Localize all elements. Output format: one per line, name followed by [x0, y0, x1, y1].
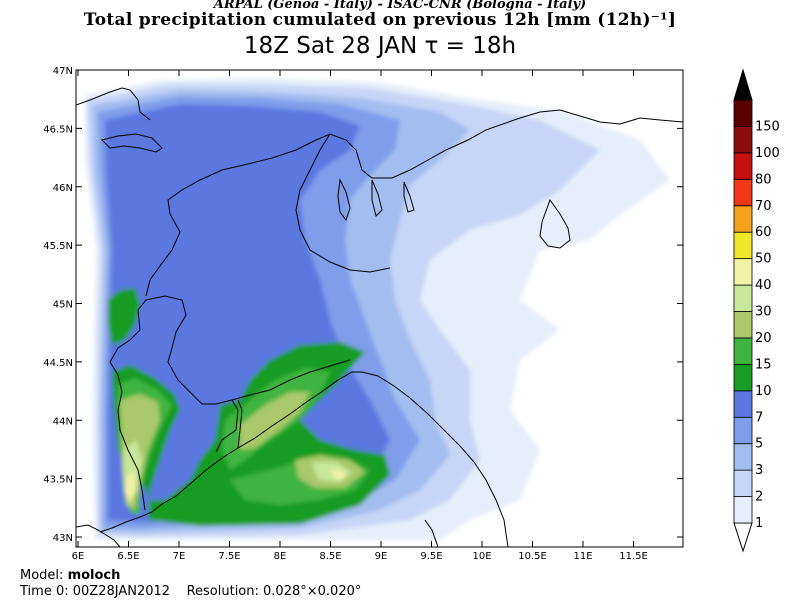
lon-label: 10E [472, 551, 491, 562]
lat-label: 43.5N [43, 475, 73, 486]
geographic-boundaries [76, 87, 683, 547]
axis-ticks [76, 69, 683, 547]
lat-label: 44.5N [43, 358, 73, 369]
colorbar-label: 50 [755, 252, 772, 267]
lon-label: 9.5E [420, 551, 442, 562]
color-legend: 1 2 3 5 7 10 15 20 30 40 50 60 70 80 100 150 [733, 68, 780, 553]
lon-label: 8E [274, 551, 287, 562]
colorbar-label: 1 [755, 516, 763, 531]
precip-area-20mm [120, 392, 365, 510]
lat-label: 46.5N [43, 124, 73, 135]
lat-label: 45N [53, 300, 73, 311]
coastline-adriatic [539, 198, 571, 249]
coastline-france [76, 524, 121, 547]
coastline-italy [99, 371, 509, 547]
colorbar-label: 30 [755, 305, 772, 320]
colorbar-swatch [733, 152, 753, 180]
lon-label: 7E [173, 551, 186, 562]
region-boundary-liguria [237, 399, 243, 449]
lat-label: 43N [53, 533, 73, 544]
lon-label: 11.5E [619, 551, 648, 562]
colorbar-swatch [733, 311, 753, 339]
precipitation-field [85, 78, 670, 540]
lon-label: 6E [72, 551, 85, 562]
colorbar-label: 60 [755, 225, 772, 240]
lon-label: 6.5E [117, 551, 139, 562]
lat-label: 46N [53, 183, 73, 194]
footer-time-resolution: Time 0: 00Z28JAN2012 Resolution: 0.028°×… [20, 584, 362, 599]
border-france-switzerland [76, 87, 151, 121]
colorbar-label: 100 [755, 146, 780, 161]
colorbar-swatch [733, 390, 753, 418]
colorbar-swatch [733, 126, 753, 154]
colorbar-label: 10 [755, 384, 772, 399]
colorbar-swatch [733, 363, 753, 392]
colorbar-swatch [733, 469, 753, 497]
colorbar-swatch [733, 284, 753, 312]
colorbar-label: 150 [755, 119, 780, 134]
region-boundary-lombardy [295, 133, 391, 273]
header-institutions: ARPAL (Genoa - Italy) - ISAC-CNR (Bologn… [213, 0, 587, 12]
colorbar-swatch [733, 178, 753, 207]
colorbar-bottom-arrow [733, 522, 753, 553]
border-austria-italy [499, 109, 683, 126]
lon-label: 7.5E [218, 551, 240, 562]
colorbar-label: 3 [755, 463, 763, 478]
border-france-italy [109, 295, 239, 511]
lat-label: 47N [53, 66, 73, 77]
map-frame [75, 69, 684, 548]
lat-label: 44N [53, 416, 73, 427]
colorbar-swatch [733, 231, 753, 260]
colorbar-swatch [733, 258, 753, 286]
lon-label: 10.5E [518, 551, 547, 562]
colorbar-label: 7 [755, 410, 763, 425]
longitude-labels: 6E 6.5E 7E 7.5E 8E 8.5E 9E 9.5E 10E 10.5E 11E 11.5E [72, 551, 648, 562]
colorbar-label: 70 [755, 199, 772, 214]
colorbar-label: 2 [755, 490, 763, 505]
map-title: Total precipitation cumulated on previou… [83, 10, 677, 30]
colorbar-label: 15 [755, 357, 772, 372]
colorbar-top-arrow [733, 68, 753, 101]
lakes-lombardy [337, 178, 415, 222]
colorbar-label: 20 [755, 331, 772, 346]
colorbar-swatch [733, 337, 753, 365]
lon-label: 11E [573, 551, 592, 562]
border-switzerland-italy [145, 124, 501, 297]
colorbar-swatch [733, 99, 753, 127]
lake-geneva [101, 133, 163, 153]
latitude-labels: 47N 46.5N 46N 45.5N 45N 44.5N 44N 43.5N 43N [43, 66, 73, 544]
forecast-time: 18Z Sat 28 JAN τ = 18h [243, 33, 517, 59]
footer-model: Model: moloch [20, 568, 121, 583]
precip-area-10mm-north [108, 288, 140, 345]
colorbar-swatch [733, 443, 753, 471]
coastline-corsica [424, 519, 439, 547]
colorbar-swatch [733, 416, 753, 445]
lon-label: 9E [375, 551, 388, 562]
colorbar-label: 80 [755, 172, 772, 187]
lon-label: 8.5E [319, 551, 341, 562]
region-boundary-piemonte [231, 359, 351, 401]
colorbar-swatch [733, 205, 753, 233]
colorbar-swatch [733, 496, 753, 524]
colorbar-label: 5 [755, 437, 763, 452]
colorbar-label: 40 [755, 278, 772, 293]
lat-label: 45.5N [43, 241, 73, 252]
